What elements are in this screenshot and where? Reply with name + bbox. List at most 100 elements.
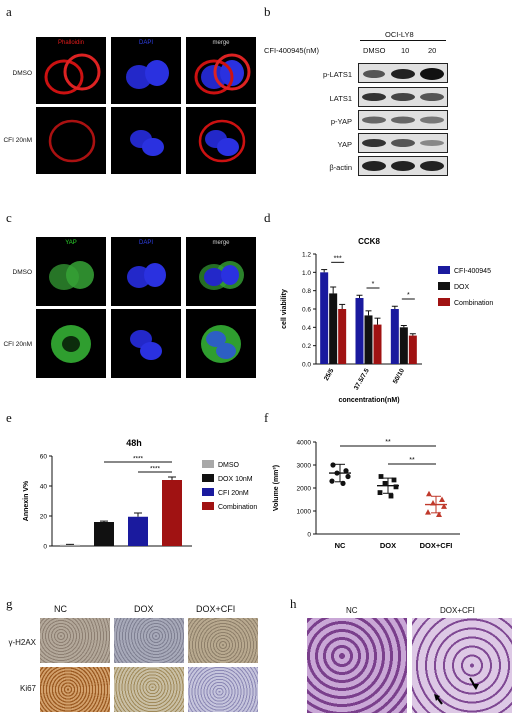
data-point	[378, 474, 384, 479]
annexin-chart: 48h 0 20 40 60 Annexin V% **** **** DMSO DOX 10nM…	[23, 438, 257, 551]
cck8-chart: CCK8 0.0 0.2 0.4 0.6 0.8 1.0 1.2 cell viability *…	[281, 237, 493, 404]
bar	[364, 315, 373, 364]
ihc-gamma-h2ax-dox	[114, 618, 184, 663]
y-tick-label: 40	[40, 484, 48, 491]
ihc-ki67-nc	[40, 667, 110, 712]
significance-label: ***	[334, 255, 342, 262]
bar	[373, 324, 382, 364]
blot-yap	[358, 133, 448, 153]
panel-label-e: e	[6, 410, 12, 425]
column-label-phalloidin: Phalloidin	[57, 40, 85, 46]
row-label-cfi: CFI 20nM	[3, 341, 32, 348]
row-label-dmso: DMSO	[12, 70, 33, 77]
panel-label-c: c	[6, 210, 12, 225]
column-label-merge: merge	[212, 240, 230, 246]
micrograph-dapi-cfi	[111, 309, 181, 378]
bar	[355, 298, 364, 364]
dose-20: 20	[428, 46, 437, 55]
column-label-dox: DOX	[134, 604, 154, 614]
data-point	[426, 490, 432, 497]
x-tick-label: 25/5	[323, 367, 336, 382]
cell-line-label: OCI-LY8	[385, 30, 414, 39]
y-tick-label: 0	[307, 532, 311, 539]
row-label-ki67: Ki67	[19, 684, 36, 693]
data-point	[382, 481, 388, 486]
row-label-gamma-h2ax: γ-H2AX	[8, 638, 36, 647]
chart-title: 48h	[126, 438, 142, 448]
ihc-ki67-dox	[114, 667, 184, 712]
dose-dmso: DMSO	[363, 46, 386, 55]
bar	[320, 272, 329, 364]
panel-d-chart: CCK8 0.0 0.2 0.4 0.6 0.8 1.0 1.2 cell viability *…	[272, 224, 520, 408]
panel-label-h: h	[290, 596, 297, 611]
panel-label-g: g	[6, 596, 13, 611]
blot-beta-actin	[358, 156, 448, 176]
micrograph-dapi-dmso: DAPI	[111, 237, 181, 306]
data-point	[329, 478, 335, 484]
significance-label: ****	[150, 466, 161, 473]
x-tick-label: 37.5/7.5	[353, 367, 371, 391]
legend-label: DMSO	[218, 462, 240, 469]
micrograph-phalloidin-cfi	[36, 107, 106, 174]
column-label-dox-cfi: DOX+CFI	[440, 606, 475, 615]
column-label-dapi: DAPI	[138, 40, 153, 46]
data-point	[439, 496, 445, 502]
panel-label-f: f	[264, 410, 269, 425]
y-tick-label: 1.0	[302, 270, 311, 277]
x-tick-label: DOX	[380, 541, 396, 550]
legend-label: Combination	[454, 300, 493, 307]
arrow-icon	[434, 677, 479, 705]
y-tick-label: 2000	[297, 486, 312, 493]
y-tick-label: 4000	[297, 440, 312, 447]
x-axis-label: concentration(nM)	[338, 397, 399, 404]
significance-label: ****	[133, 456, 144, 463]
y-tick-label: 1.2	[302, 252, 311, 259]
micrograph-dapi-dmso: DAPI	[111, 37, 181, 104]
y-tick-label: 0.0	[302, 362, 311, 369]
micrograph-merge-cfi	[186, 107, 256, 174]
micrograph-yap-cfi	[36, 309, 106, 378]
legend-swatch	[202, 488, 214, 496]
legend-label: DOX 10nM	[218, 476, 253, 483]
legend-swatch	[202, 460, 214, 468]
data-point	[343, 468, 349, 474]
data-point	[377, 490, 383, 495]
wb-label-p-lats1: p-LATS1	[322, 70, 352, 79]
data-point	[391, 477, 397, 483]
y-tick-label: 0.4	[302, 325, 311, 332]
legend-swatch	[438, 282, 450, 290]
bar	[162, 480, 182, 546]
column-label-nc: NC	[346, 606, 358, 615]
micrograph-merge-cfi	[186, 309, 256, 378]
row-label-cfi: CFI 20nM	[3, 137, 32, 144]
y-tick-label: 0.2	[302, 343, 311, 350]
data-point	[330, 462, 336, 468]
panel-label-d: d	[264, 210, 271, 225]
wb-label-yap: YAP	[337, 140, 352, 149]
legend-swatch	[438, 266, 450, 274]
bar	[338, 309, 347, 364]
bar	[329, 293, 338, 364]
column-label-nc: NC	[54, 604, 67, 614]
bar	[408, 335, 417, 364]
ihc-ki67-dox-cfi	[188, 667, 258, 712]
he-nc	[307, 618, 407, 713]
y-tick-label: 0.8	[302, 288, 311, 295]
blot-p-yap	[358, 110, 448, 130]
y-tick-label: 20	[40, 514, 48, 521]
x-tick-label: NC	[335, 541, 346, 550]
y-tick-label: 60	[40, 454, 48, 461]
blot-lats1	[358, 87, 448, 107]
y-axis-label: cell viability	[281, 289, 288, 329]
legend-swatch	[202, 474, 214, 482]
data-point	[436, 511, 442, 517]
he-dox-cfi	[412, 618, 512, 713]
legend-label: CFI-400945	[454, 268, 491, 275]
significance-label: *	[407, 292, 410, 299]
ihc-gamma-h2ax-nc	[40, 618, 110, 663]
column-label-yap: YAP	[65, 240, 77, 246]
x-tick-label: DOX+CFI	[420, 541, 453, 550]
y-axis-label: Volume (mm³)	[273, 465, 280, 511]
data-point	[441, 503, 447, 509]
y-axis-label: Annexin V%	[23, 480, 30, 521]
